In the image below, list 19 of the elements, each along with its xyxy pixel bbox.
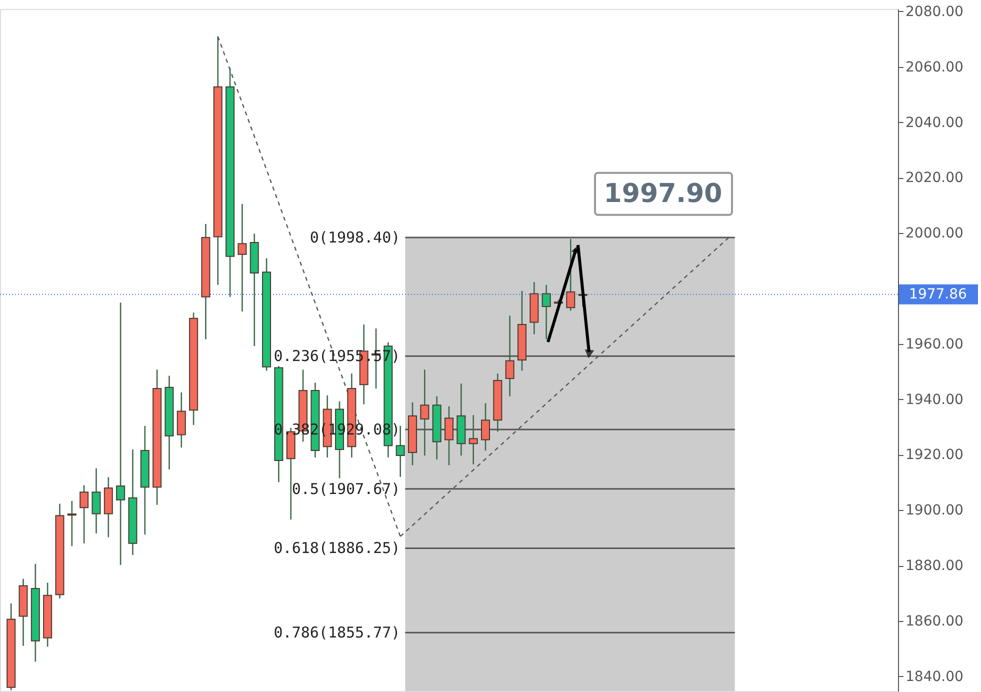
annotation: 1997.90 <box>604 178 722 209</box>
y-tick-label: 2000.00 <box>906 226 964 242</box>
ref-line-label: 1977.86 <box>909 286 968 302</box>
y-tick-label: 1940.00 <box>906 392 964 408</box>
y-tick-label: 1860.00 <box>906 613 964 630</box>
y-tick-label: 1960.00 <box>906 336 964 352</box>
ref-line-label: 0(1998.40) <box>310 228 400 247</box>
ref-line-label: 0.618(1886.25) <box>274 539 400 558</box>
y-tick-label: 2080.00 <box>906 4 964 20</box>
y-tick-label: 1920.00 <box>906 447 964 464</box>
ref-line-label: 0.786(1855.77) <box>274 624 400 642</box>
y-tick-label: 2040.00 <box>906 114 964 131</box>
y-tick-label: 1840.00 <box>906 668 964 685</box>
ref-line-label: 0.382(1929.08) <box>274 420 400 439</box>
ref-line-label: 0.5(1907.67) <box>292 480 400 498</box>
y-tick-label: 1900.00 <box>906 502 964 519</box>
y-tick-label: 2060.00 <box>906 59 964 76</box>
y-tick-label: 2020.00 <box>906 170 964 186</box>
y-tick-label: 1880.00 <box>906 558 964 574</box>
